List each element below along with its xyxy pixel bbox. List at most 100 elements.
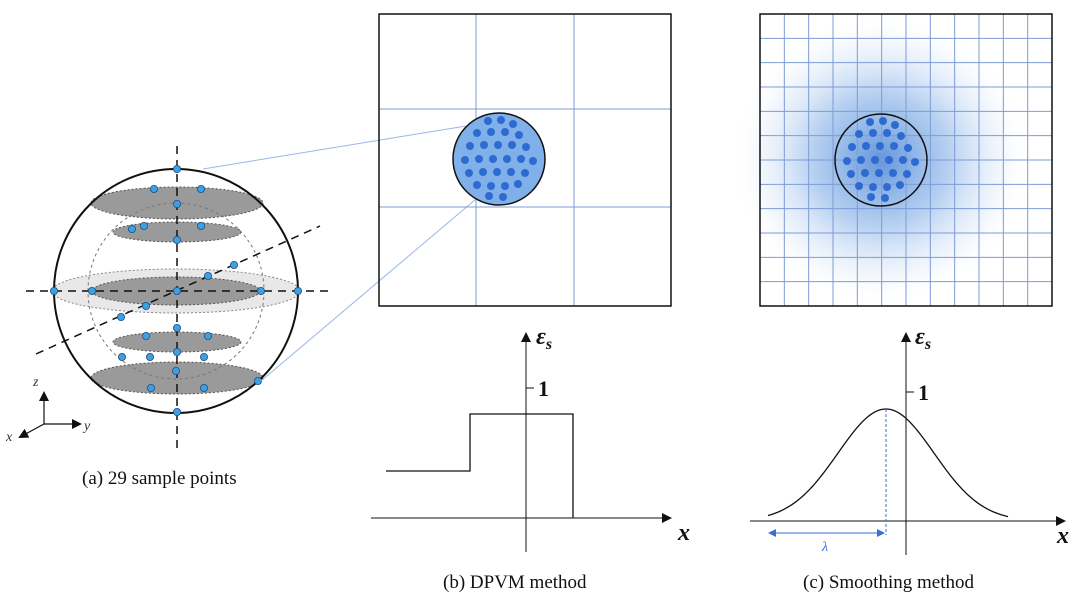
sample-point	[172, 235, 181, 244]
particle-point	[879, 117, 887, 125]
dpvm-panel	[378, 13, 672, 307]
particle-point	[881, 194, 889, 202]
particle-point	[473, 129, 481, 137]
particle-point	[885, 156, 893, 164]
particle-point	[479, 168, 487, 176]
sample-point	[229, 260, 238, 269]
particle-point	[904, 144, 912, 152]
sample-point	[256, 286, 265, 295]
dpvm-one-label: 1	[538, 376, 549, 401]
sample-points	[50, 164, 302, 416]
particle-point	[891, 121, 899, 129]
sample-point	[171, 366, 180, 375]
sample-point	[117, 312, 126, 321]
smoothing-gaussian-curve	[767, 408, 1009, 518]
sample-point	[50, 286, 59, 295]
particle-point	[875, 169, 883, 177]
smoothing-x-label: x	[1056, 523, 1069, 549]
dpvm-x-label: x	[677, 520, 690, 546]
sample-point	[196, 221, 205, 230]
sample-point	[172, 323, 181, 332]
particle-point	[843, 157, 851, 165]
sample-point	[199, 352, 208, 361]
particle-point	[480, 141, 488, 149]
particle-point	[487, 128, 495, 136]
dpvm-particle-points	[461, 116, 537, 201]
smoothing-y-label: εs	[915, 324, 931, 353]
particle-point	[897, 132, 905, 140]
sample-point	[118, 352, 127, 361]
sample-point	[145, 352, 154, 361]
particle-point	[475, 155, 483, 163]
particle-point	[489, 155, 497, 163]
particle-point	[896, 181, 904, 189]
smoothing-panel	[731, 13, 1053, 307]
particle-point	[503, 155, 511, 163]
particle-point	[855, 130, 863, 138]
particle-point	[869, 129, 877, 137]
particle-point	[871, 156, 879, 164]
caption-panel-a: (a) 29 sample points	[82, 468, 237, 489]
particle-point	[514, 180, 522, 188]
sample-point	[203, 271, 212, 280]
particle-point	[883, 129, 891, 137]
particle-point	[911, 158, 919, 166]
dpvm-step-curve	[386, 413, 574, 518]
dpvm-frame	[378, 13, 672, 307]
particle-point	[848, 143, 856, 151]
sample-point	[139, 221, 148, 230]
sample-point	[196, 184, 205, 193]
particle-point	[487, 182, 495, 190]
particle-point	[857, 156, 865, 164]
particle-point	[515, 131, 523, 139]
particle-point	[493, 168, 501, 176]
particle-point	[521, 169, 529, 177]
particle-point	[876, 142, 884, 150]
dpvm-y-label-main: ε	[536, 324, 546, 350]
z-axis-label: z	[32, 375, 39, 390]
particle-point	[507, 168, 515, 176]
particle-point	[883, 183, 891, 191]
particle-point	[484, 117, 492, 125]
sample-point	[253, 376, 262, 385]
particle-point	[473, 181, 481, 189]
smoothing-particle-points	[843, 117, 919, 202]
smoothing-frame	[759, 13, 1053, 307]
particle-point	[847, 170, 855, 178]
x-axis-label: x	[5, 430, 13, 445]
particle-point	[867, 193, 875, 201]
particle-point	[899, 156, 907, 164]
particle-point	[485, 192, 493, 200]
sample-point	[172, 286, 181, 295]
particle-point	[461, 156, 469, 164]
smoothing-particle	[834, 113, 928, 207]
coordinate-triad: z y x	[5, 375, 91, 445]
sample-point	[172, 164, 181, 173]
sample-point	[141, 301, 150, 310]
particle-point	[903, 170, 911, 178]
smoothing-y-label-sub: s	[924, 336, 931, 353]
particle-point	[509, 120, 517, 128]
sample-point	[172, 199, 181, 208]
sphere-panel: z y x	[5, 146, 328, 448]
connector-bottom	[260, 198, 477, 382]
particle-point	[862, 142, 870, 150]
particle-point	[855, 182, 863, 190]
dpvm-y-label: εs	[536, 324, 552, 353]
particle-point	[522, 143, 530, 151]
sample-point	[172, 407, 181, 416]
particle-point	[497, 116, 505, 124]
particle-point	[465, 169, 473, 177]
particle-point	[466, 142, 474, 150]
particle-point	[501, 182, 509, 190]
particle-point	[494, 141, 502, 149]
particle-point	[861, 169, 869, 177]
particle-point	[499, 193, 507, 201]
dpvm-y-label-sub: s	[545, 336, 552, 353]
sample-point	[141, 331, 150, 340]
caption-panel-c: (c) Smoothing method	[803, 572, 974, 593]
caption-panel-b: (b) DPVM method	[443, 572, 587, 593]
lambda-label: λ	[821, 540, 828, 555]
sample-point	[293, 286, 302, 295]
